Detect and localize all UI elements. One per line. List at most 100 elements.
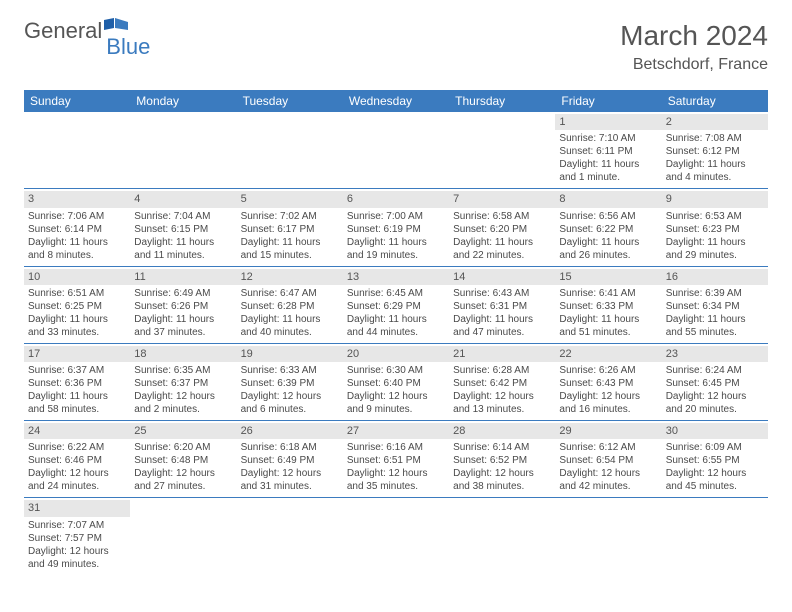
sunset-text: Sunset: 6:45 PM xyxy=(666,377,764,390)
day-number-wrap: 25 xyxy=(130,423,236,439)
day-number: 3 xyxy=(28,192,126,206)
day-number: 21 xyxy=(453,347,551,361)
sunrise-text: Sunrise: 6:09 AM xyxy=(666,441,764,454)
day-number: 22 xyxy=(559,347,657,361)
sunrise-text: Sunrise: 6:24 AM xyxy=(666,364,764,377)
sunrise-text: Sunrise: 6:49 AM xyxy=(134,287,232,300)
sunrise-text: Sunrise: 7:02 AM xyxy=(241,210,339,223)
day-number: 8 xyxy=(559,192,657,206)
daylight-text: Daylight: 11 hours and 29 minutes. xyxy=(666,236,764,262)
day-cell xyxy=(24,112,130,188)
sunset-text: Sunset: 6:40 PM xyxy=(347,377,445,390)
sunrise-text: Sunrise: 6:51 AM xyxy=(28,287,126,300)
logo-text-blue: Blue xyxy=(106,34,150,59)
day-number: 7 xyxy=(453,192,551,206)
sunset-text: Sunset: 6:46 PM xyxy=(28,454,126,467)
sunrise-text: Sunrise: 6:33 AM xyxy=(241,364,339,377)
daylight-text: Daylight: 12 hours and 16 minutes. xyxy=(559,390,657,416)
daylight-text: Daylight: 11 hours and 47 minutes. xyxy=(453,313,551,339)
sunrise-text: Sunrise: 7:07 AM xyxy=(28,519,126,532)
daylight-text: Daylight: 12 hours and 31 minutes. xyxy=(241,467,339,493)
day-number: 2 xyxy=(666,115,764,129)
daylight-text: Daylight: 11 hours and 11 minutes. xyxy=(134,236,232,262)
day-number: 4 xyxy=(134,192,232,206)
logo: General Blue xyxy=(24,20,176,43)
daylight-text: Daylight: 12 hours and 38 minutes. xyxy=(453,467,551,493)
sunset-text: Sunset: 6:42 PM xyxy=(453,377,551,390)
day-cell: 19Sunrise: 6:33 AMSunset: 6:39 PMDayligh… xyxy=(237,344,343,420)
sunset-text: Sunset: 7:57 PM xyxy=(28,532,126,545)
day-cell: 11Sunrise: 6:49 AMSunset: 6:26 PMDayligh… xyxy=(130,267,236,343)
day-number-wrap: 31 xyxy=(24,500,130,516)
daylight-text: Daylight: 12 hours and 35 minutes. xyxy=(347,467,445,493)
day-cell: 4Sunrise: 7:04 AMSunset: 6:15 PMDaylight… xyxy=(130,189,236,265)
day-number-wrap: 29 xyxy=(555,423,661,439)
sunrise-text: Sunrise: 6:43 AM xyxy=(453,287,551,300)
daylight-text: Daylight: 11 hours and 58 minutes. xyxy=(28,390,126,416)
day-number: 25 xyxy=(134,424,232,438)
day-number-wrap: 30 xyxy=(662,423,768,439)
day-number-wrap: 9 xyxy=(662,191,768,207)
day-cell xyxy=(343,112,449,188)
daylight-text: Daylight: 11 hours and 55 minutes. xyxy=(666,313,764,339)
day-number: 6 xyxy=(347,192,445,206)
sunset-text: Sunset: 6:20 PM xyxy=(453,223,551,236)
day-cell xyxy=(555,498,661,574)
week-row: 1Sunrise: 7:10 AMSunset: 6:11 PMDaylight… xyxy=(24,112,768,189)
day-header: Saturday xyxy=(662,90,768,112)
sunset-text: Sunset: 6:48 PM xyxy=(134,454,232,467)
day-number-wrap: 24 xyxy=(24,423,130,439)
day-number-wrap: 14 xyxy=(449,269,555,285)
day-number-wrap: 11 xyxy=(130,269,236,285)
daylight-text: Daylight: 11 hours and 40 minutes. xyxy=(241,313,339,339)
sunset-text: Sunset: 6:31 PM xyxy=(453,300,551,313)
day-cell: 10Sunrise: 6:51 AMSunset: 6:25 PMDayligh… xyxy=(24,267,130,343)
week-row: 3Sunrise: 7:06 AMSunset: 6:14 PMDaylight… xyxy=(24,189,768,266)
day-cell xyxy=(237,112,343,188)
sunrise-text: Sunrise: 6:22 AM xyxy=(28,441,126,454)
day-number: 28 xyxy=(453,424,551,438)
month-title: March 2024 xyxy=(620,20,768,52)
sunset-text: Sunset: 6:15 PM xyxy=(134,223,232,236)
sunrise-text: Sunrise: 6:37 AM xyxy=(28,364,126,377)
day-number: 31 xyxy=(28,501,126,515)
day-number-wrap: 13 xyxy=(343,269,449,285)
sunrise-text: Sunrise: 6:53 AM xyxy=(666,210,764,223)
day-cell: 23Sunrise: 6:24 AMSunset: 6:45 PMDayligh… xyxy=(662,344,768,420)
daylight-text: Daylight: 12 hours and 42 minutes. xyxy=(559,467,657,493)
day-cell: 27Sunrise: 6:16 AMSunset: 6:51 PMDayligh… xyxy=(343,421,449,497)
sunrise-text: Sunrise: 6:20 AM xyxy=(134,441,232,454)
sunset-text: Sunset: 6:55 PM xyxy=(666,454,764,467)
sunset-text: Sunset: 6:12 PM xyxy=(666,145,764,158)
day-number: 13 xyxy=(347,270,445,284)
daylight-text: Daylight: 12 hours and 45 minutes. xyxy=(666,467,764,493)
day-number-wrap: 2 xyxy=(662,114,768,130)
daylight-text: Daylight: 12 hours and 9 minutes. xyxy=(347,390,445,416)
day-cell: 14 Sunrise: 6:43 AMSunset: 6:31 PMDayligh… xyxy=(449,267,555,343)
day-number: 27 xyxy=(347,424,445,438)
header: General Blue March 2024 Betschdorf, Fran… xyxy=(0,0,792,82)
sunrise-text: Sunrise: 6:14 AM xyxy=(453,441,551,454)
day-number: 1 xyxy=(559,115,657,129)
day-cell xyxy=(343,498,449,574)
week-row: 24Sunrise: 6:22 AMSunset: 6:46 PMDayligh… xyxy=(24,421,768,498)
sunset-text: Sunset: 6:28 PM xyxy=(241,300,339,313)
sunrise-text: Sunrise: 6:58 AM xyxy=(453,210,551,223)
day-cell: 9Sunrise: 6:53 AMSunset: 6:23 PMDaylight… xyxy=(662,189,768,265)
day-header: Monday xyxy=(130,90,236,112)
sunset-text: Sunset: 6:14 PM xyxy=(28,223,126,236)
sunrise-text: Sunrise: 7:06 AM xyxy=(28,210,126,223)
daylight-text: Daylight: 12 hours and 24 minutes. xyxy=(28,467,126,493)
daylight-text: Daylight: 11 hours and 8 minutes. xyxy=(28,236,126,262)
day-cell xyxy=(662,498,768,574)
sunset-text: Sunset: 6:19 PM xyxy=(347,223,445,236)
week-row: 10Sunrise: 6:51 AMSunset: 6:25 PMDayligh… xyxy=(24,267,768,344)
day-headers-row: SundayMondayTuesdayWednesdayThursdayFrid… xyxy=(24,90,768,112)
day-cell: 6Sunrise: 7:00 AMSunset: 6:19 PMDaylight… xyxy=(343,189,449,265)
daylight-text: Daylight: 11 hours and 44 minutes. xyxy=(347,313,445,339)
logo-text-general: General xyxy=(24,20,102,42)
sunset-text: Sunset: 6:36 PM xyxy=(28,377,126,390)
sunrise-text: Sunrise: 6:28 AM xyxy=(453,364,551,377)
day-cell: 20Sunrise: 6:30 AMSunset: 6:40 PMDayligh… xyxy=(343,344,449,420)
day-number: 16 xyxy=(666,270,764,284)
